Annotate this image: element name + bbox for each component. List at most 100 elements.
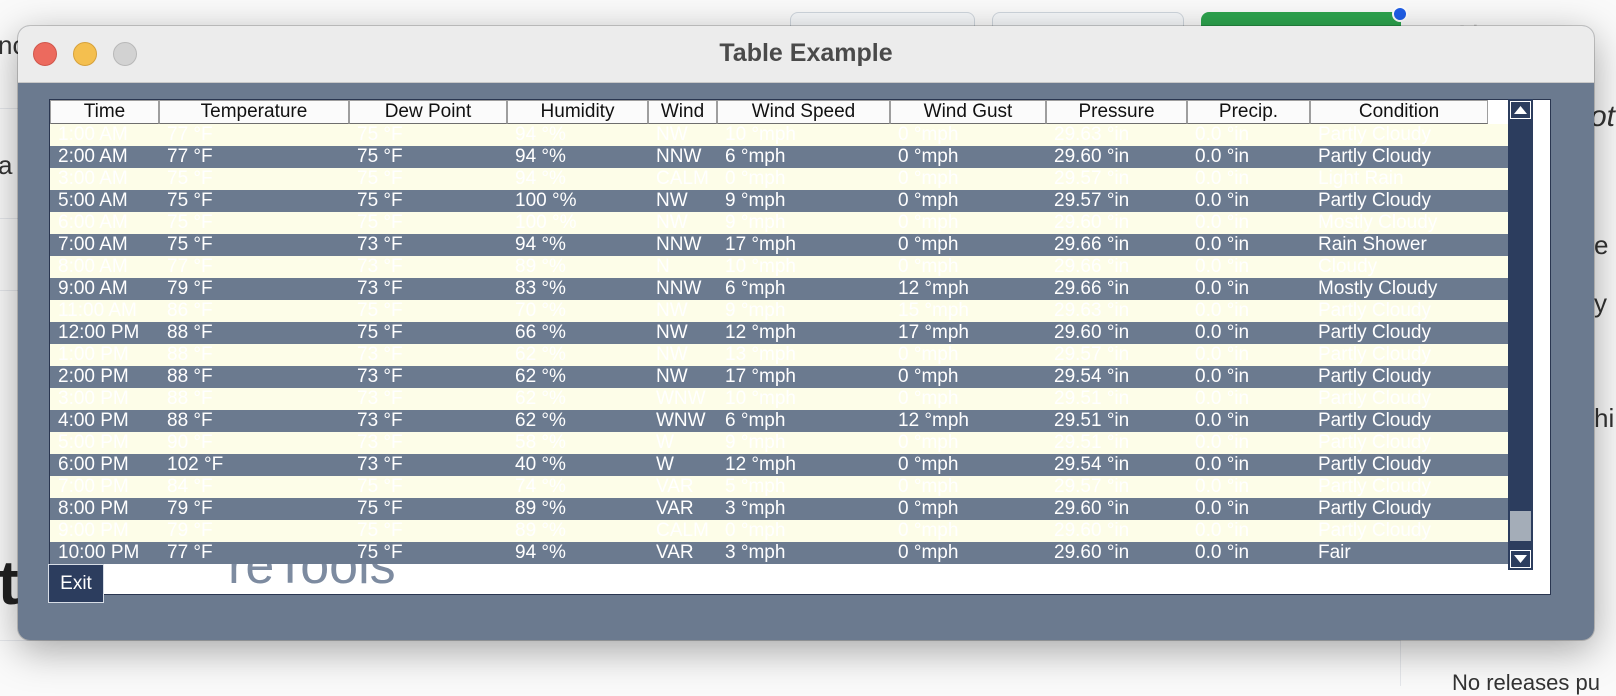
title-bar[interactable]: Table Example [18, 26, 1594, 83]
table-cell: 29.60 °in [1054, 146, 1130, 167]
table-row[interactable]: 4:00 PM 88 °F 73 °F 62 °% WNW 6 °mph 12 °mph 29… [50, 410, 1521, 432]
table-cell: 3 °mph [725, 498, 786, 519]
table-cell: 29.57 °in [1054, 190, 1130, 211]
table-row[interactable]: 3:00 PM 88 °F 73 °F 62 °% WNW 10 °mph 0 °mph 29… [50, 388, 1521, 410]
column-header[interactable]: Wind Speed [717, 100, 890, 124]
column-header[interactable]: Precip. [1187, 100, 1310, 124]
table-row[interactable]: 1:00 PM 88 °F 73 °F 62 °% NW 13 °mph 0 °mph 29.… [50, 344, 1521, 366]
table-cell: 29.60 °in [1054, 542, 1130, 563]
table-row[interactable]: 9:00 PM 79 °F 75 °F 89 °% CALM 0 °mph 0 °mph 29… [50, 520, 1521, 542]
table-cell: 6:00 AM [58, 212, 128, 233]
table-cell: VAR [656, 498, 694, 519]
zoom-window-button[interactable] [113, 42, 137, 66]
table-body[interactable]: 1:00 AM 77 °F 75 °F 94 °% NW 10 °mph 0 °mph 29.… [50, 124, 1521, 564]
table-cell: 79 °F [167, 520, 213, 541]
table-cell: NNW [656, 278, 702, 299]
table-cell: Partly Cloudy [1318, 146, 1431, 167]
divider [0, 290, 18, 291]
table-cell: 6:00 PM [58, 454, 129, 475]
table-cell: 0 °mph [898, 432, 959, 453]
table-cell: 84 °F [167, 476, 213, 497]
table-example-window: Table Example reTools Time Temperature Dew… [18, 26, 1594, 640]
table-cell: 75 °F [357, 212, 403, 233]
table-cell: 7:00 PM [58, 476, 129, 497]
table-cell: 8:00 PM [58, 498, 129, 519]
table-row[interactable]: 7:00 AM 75 °F 73 °F 94 °% NNW 17 °mph 0 °mph 29… [50, 234, 1521, 256]
table-row[interactable]: 7:00 PM 84 °F 75 °F 74 °% VAR 5 °mph 0 °mph 29.… [50, 476, 1521, 498]
table-cell: NW [656, 322, 688, 343]
table-cell: 0 °mph [898, 388, 959, 409]
table-cell: 0.0 °in [1195, 542, 1250, 563]
table-row[interactable]: 6:00 AM 75 °F 75 °F 100 °% NW 9 °mph 0 °mph 29.… [50, 212, 1521, 234]
table-cell: 0.0 °in [1195, 322, 1250, 343]
table-cell: 29.54 °in [1054, 454, 1130, 475]
column-header[interactable]: Condition [1310, 100, 1488, 124]
table-cell: 10:00 PM [58, 542, 140, 563]
table-cell: 100 °% [515, 212, 577, 233]
table-row[interactable]: 12:00 PM 88 °F 75 °F 66 °% NW 12 °mph 17 °mph 2… [50, 322, 1521, 344]
table-cell: 94 °% [515, 146, 566, 167]
table-row[interactable]: 8:00 PM 79 °F 75 °F 89 °% VAR 3 °mph 0 °mph 29.… [50, 498, 1521, 520]
column-header[interactable]: Dew Point [349, 100, 507, 124]
table-cell: 0.0 °in [1195, 410, 1250, 431]
table-cell: 83 °% [515, 278, 566, 299]
table-cell: Partly Cloudy [1318, 476, 1431, 497]
table-cell: 73 °F [357, 432, 403, 453]
table-row[interactable]: 2:00 AM 77 °F 75 °F 94 °% NNW 6 °mph 0 °mph 29.… [50, 146, 1521, 168]
table-cell: 29.60 °in [1054, 212, 1130, 233]
table-row[interactable]: 1:00 AM 77 °F 75 °F 94 °% NW 10 °mph 0 °mph 29.… [50, 124, 1521, 146]
table-cell: 90 °F [167, 432, 213, 453]
table-cell: VAR [656, 542, 694, 563]
vertical-scrollbar[interactable] [1508, 99, 1533, 570]
table-cell: 29.60 °in [1054, 322, 1130, 343]
table-row[interactable]: 11:00 AM 86 °F 75 °F 70 °% NW 9 °mph 15 °mph 29… [50, 300, 1521, 322]
table-cell: 0.0 °in [1195, 366, 1250, 387]
table-row[interactable]: 5:00 PM 90 °F 73 °F 58 °% W 9 °mph 0 °mph 29.51… [50, 432, 1521, 454]
table-cell: 0.0 °in [1195, 498, 1250, 519]
column-header[interactable]: Temperature [159, 100, 349, 124]
table-cell: 2:00 PM [58, 366, 129, 387]
scroll-up-arrow-icon[interactable] [1510, 101, 1531, 119]
table-cell: Partly Cloudy [1318, 520, 1431, 541]
table-cell: W [656, 454, 674, 475]
close-window-button[interactable] [33, 42, 57, 66]
scrollbar-track[interactable] [1510, 511, 1531, 541]
table-cell: 0 °mph [898, 476, 959, 497]
table-cell: 29.60 °in [1054, 498, 1130, 519]
table-cell: 12:00 PM [58, 322, 140, 343]
table-row[interactable]: 6:00 PM 102 °F 73 °F 40 °% W 12 °mph 0 °mph 29.… [50, 454, 1521, 476]
table-cell: 0.0 °in [1195, 520, 1250, 541]
table-row[interactable]: 2:00 PM 88 °F 73 °F 62 °% NW 17 °mph 0 °mph 29.… [50, 366, 1521, 388]
table-row[interactable]: 9:00 AM 79 °F 73 °F 83 °% NNW 6 °mph 12 °mph 29… [50, 278, 1521, 300]
table-cell: 0 °mph [898, 168, 959, 189]
table-row[interactable]: 10:00 PM 77 °F 75 °F 94 °% VAR 3 °mph 0 °mph 29… [50, 542, 1521, 564]
table-cell: 9 °mph [725, 212, 786, 233]
table-cell: 3:00 AM [58, 168, 128, 189]
table-row[interactable]: 8:00 AM 77 °F 73 °F 89 °% N 10 °mph 0 °mph 29.6… [50, 256, 1521, 278]
column-header[interactable]: Wind Gust [890, 100, 1046, 124]
table-cell: 6 °mph [725, 146, 786, 167]
column-header[interactable]: Humidity [507, 100, 648, 124]
column-header[interactable]: Pressure [1046, 100, 1187, 124]
table-cell: 0 °mph [898, 256, 959, 277]
scroll-down-arrow-icon[interactable] [1510, 550, 1531, 568]
column-header[interactable]: Time [50, 100, 159, 124]
table-cell: 77 °F [167, 256, 213, 277]
column-header[interactable]: Wind [648, 100, 717, 124]
table-row[interactable]: 3:00 AM 75 °F 75 °F 94 °% CALM 0 °mph 0 °mph 29… [50, 168, 1521, 190]
table-cell: 40 °% [515, 454, 566, 475]
table-cell: 75 °F [357, 190, 403, 211]
table-cell: N [656, 256, 670, 277]
table-cell: 0 °mph [898, 234, 959, 255]
table-cell: 13 °mph [725, 344, 796, 365]
left-text-a: a [0, 150, 13, 180]
minimize-window-button[interactable] [73, 42, 97, 66]
table-cell: 74 °% [515, 476, 566, 497]
table-row[interactable]: 5:00 AM 75 °F 75 °F 100 °% NW 9 °mph 0 °mph 29.… [50, 190, 1521, 212]
weather-table[interactable]: Time Temperature Dew Point Humidity Wind Wind… [50, 100, 1521, 592]
table-cell: NW [656, 212, 688, 233]
table-cell: 0.0 °in [1195, 190, 1250, 211]
table-cell: 12 °mph [725, 322, 796, 343]
table-cell: 0.0 °in [1195, 278, 1250, 299]
exit-button[interactable]: Exit [48, 564, 104, 603]
